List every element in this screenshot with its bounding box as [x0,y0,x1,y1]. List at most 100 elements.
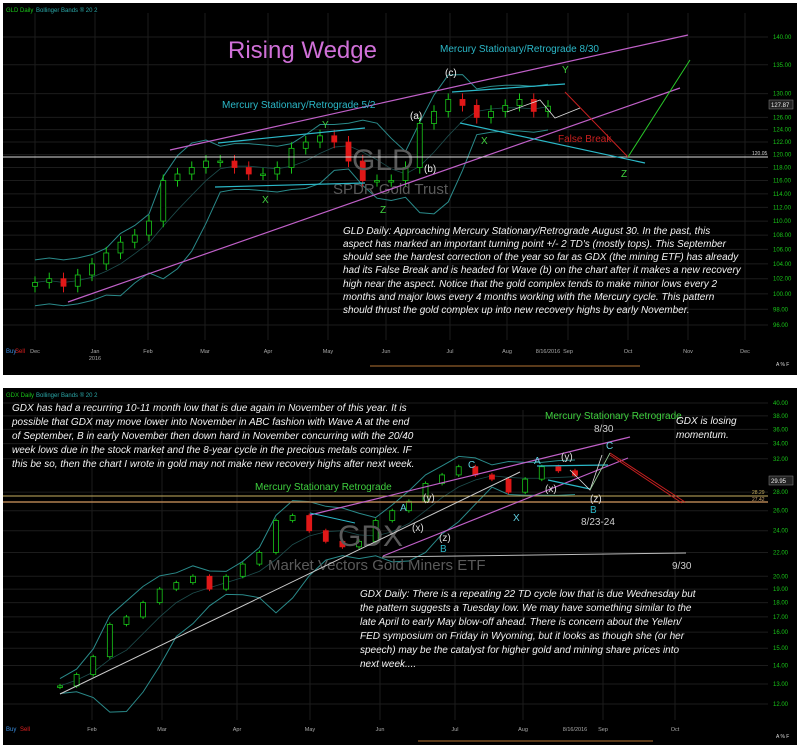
y-tick-label: 15.00 [773,646,789,652]
time-scrollbar[interactable] [418,740,653,742]
wave-z-label: (z) [439,533,451,544]
note-line: next week.... [360,659,416,670]
sell-button[interactable]: Sell [15,349,25,355]
date-label: 8/30 [594,424,614,435]
x-tick-label: Aug [518,727,528,733]
mercury-5-2-label: Mercury Stationary/Retrograde 5/2 [222,100,376,111]
note-line: months and major lows every 4 months wor… [343,292,715,303]
buy-button[interactable]: Buy [6,349,16,355]
candle [445,99,452,112]
y-tick-label: 18.00 [773,601,789,607]
date-label: 9/30 [672,561,692,572]
candle [488,110,494,118]
losing-momentum-note: GDX is losing [676,416,737,427]
wave-c-label: C [606,441,613,452]
last-price: 29.95 [771,479,787,485]
y-tick-label: 24.00 [773,529,789,535]
candle [103,252,110,265]
wave-a-label: A [534,456,541,467]
x-tick-label: Aug [502,349,512,355]
candle [306,515,313,532]
candle [123,616,130,625]
y-tick-label: 108.00 [773,233,792,239]
note-line: GDX Daily: There is a repeating 22 TD cy… [360,589,697,600]
candle [289,515,296,521]
sell-button[interactable]: Sell [20,727,30,733]
candle [522,478,529,493]
candle [502,105,509,112]
candle [317,135,323,143]
wave-z-label: Z [621,169,627,180]
candle [388,180,395,183]
candle [359,160,366,181]
wave-x-label: X [262,195,269,206]
candle [545,105,551,112]
y-tick-label: 118.00 [773,165,792,171]
cyan-trendline [309,512,356,524]
candle [273,520,279,553]
wave-path [589,452,611,491]
note-line: of September, B in early November then d… [12,431,414,442]
wave-x-label: X [513,513,520,524]
y-tick-label: 22.00 [773,550,789,556]
candle [188,167,195,175]
y-tick-label: 124.00 [773,128,792,134]
x-tick-label: Oct [671,727,680,733]
x-tick-label: Feb [87,727,96,733]
candle [46,278,53,283]
date-marker: 8/16/2016 [563,727,587,733]
x-tick-label: Dec [30,349,40,355]
y-tick-label: 140.00 [773,35,792,41]
x-tick-label: Dec [740,349,750,355]
y-tick-label: 98.00 [773,307,789,313]
gld-chart-panel: GLD Daily Bollinger Bands ® 20 2 GLD SPD… [3,3,797,375]
wave-c-label: C [468,460,475,471]
y-tick-label: 110.00 [773,219,792,225]
y-tick-label: 20.00 [773,574,789,580]
candle [206,575,213,590]
note-line: GLD Daily: Approaching Mercury Stationar… [343,226,710,237]
y-tick-label: 126.00 [773,115,792,121]
candle [356,540,362,548]
gray-trendline [381,552,687,558]
gdx-indicator-label[interactable]: Bollinger Bands ® 20 2 [36,392,98,399]
time-scrollbar[interactable] [370,365,640,367]
candle [203,160,209,168]
wave-y-label: Y [562,65,569,76]
false-break-label: False Break [558,134,612,145]
note-line: this be so, then the chart I wrote in go… [12,459,414,470]
wave-b-label: (b) [424,164,436,175]
gld-symbol-label[interactable]: GLD Daily [6,8,33,14]
scale-buttons[interactable]: A % F [776,362,789,368]
candle [256,552,263,565]
wedge-lower-line [67,87,681,303]
buy-button[interactable]: Buy [6,727,16,733]
cyan-trendline [451,83,566,93]
candle [431,110,437,124]
cyan-trendline [547,479,591,490]
y-tick-label: 135.00 [773,63,792,69]
gdx-symbol-label[interactable]: GDX Daily [6,393,34,399]
candle [339,540,346,548]
y-tick-label: 14.00 [773,663,789,669]
x-tick-label: Sep [598,727,608,733]
mercury-retrograde-label: Mercury Stationary Retrograde [545,411,682,422]
y-tick-label: 112.00 [773,205,792,211]
candle [473,105,480,118]
candle [223,575,230,590]
false-break-path [564,91,629,158]
date-label: 8/23-24 [581,517,615,528]
y-tick-label: 38.00 [773,414,789,420]
wave-path [506,99,581,119]
x-tick-label: Apr [264,349,273,355]
x-tick-label: Nov [683,349,693,355]
scale-buttons[interactable]: A % F [776,734,789,740]
candle [489,474,495,480]
candle [32,282,38,287]
y-tick-label: 122.00 [773,140,792,146]
candle [89,263,95,276]
y-tick-label: 40.00 [773,401,789,407]
gld-indicator-label[interactable]: Bollinger Bands ® 20 2 [36,7,98,14]
y-tick-label: 106.00 [773,247,792,253]
